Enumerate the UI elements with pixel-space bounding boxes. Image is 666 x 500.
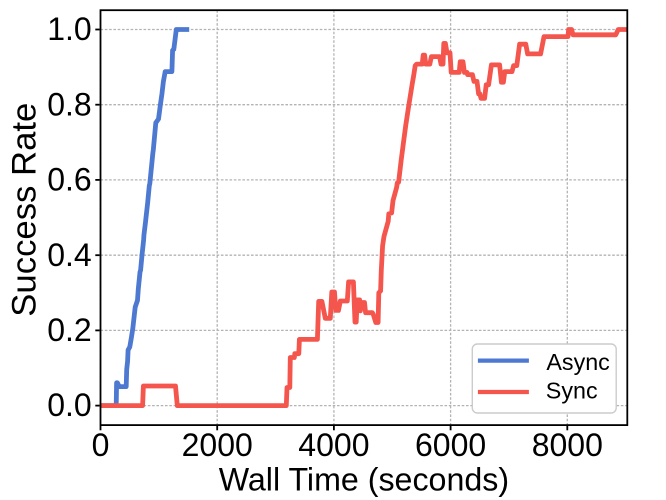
- svg-text:0.0: 0.0: [47, 387, 91, 423]
- svg-text:2000: 2000: [182, 427, 253, 463]
- svg-text:0.4: 0.4: [47, 237, 91, 273]
- svg-text:6000: 6000: [415, 427, 486, 463]
- svg-text:4000: 4000: [298, 427, 369, 463]
- svg-text:0.2: 0.2: [47, 312, 91, 348]
- svg-text:Sync: Sync: [546, 378, 598, 404]
- svg-text:1.0: 1.0: [47, 11, 91, 47]
- svg-text:0.6: 0.6: [47, 162, 91, 198]
- svg-text:0: 0: [92, 427, 110, 463]
- svg-text:8000: 8000: [532, 427, 603, 463]
- svg-text:Success Rate: Success Rate: [6, 103, 44, 317]
- svg-text:0.8: 0.8: [47, 86, 91, 122]
- svg-text:Async: Async: [546, 349, 610, 375]
- svg-text:Wall Time (seconds): Wall Time (seconds): [219, 462, 509, 498]
